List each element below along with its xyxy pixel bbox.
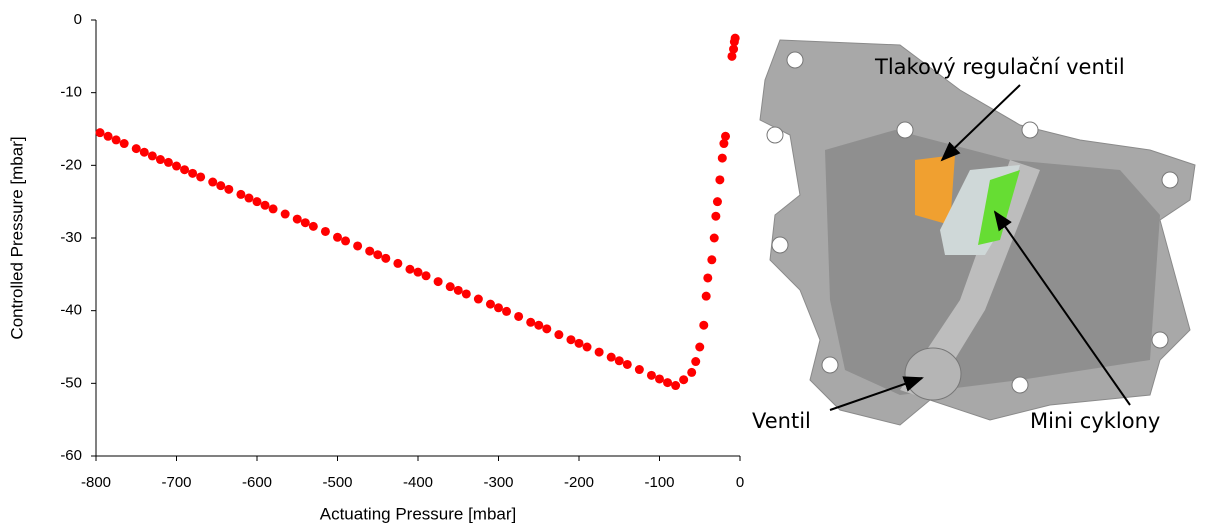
y-tick-label: -30 bbox=[60, 229, 82, 246]
point bbox=[224, 185, 233, 194]
point bbox=[434, 277, 443, 286]
y-tick-label: -10 bbox=[60, 84, 82, 101]
point bbox=[253, 197, 262, 206]
label: Tlakový regulační ventil bbox=[874, 55, 1125, 79]
y-tick-label: -60 bbox=[60, 447, 82, 464]
point bbox=[132, 144, 141, 153]
point bbox=[293, 215, 302, 224]
point bbox=[454, 286, 463, 295]
point bbox=[718, 154, 727, 163]
point bbox=[687, 368, 696, 377]
point bbox=[414, 268, 423, 277]
point bbox=[663, 378, 672, 387]
point bbox=[236, 190, 245, 199]
point bbox=[713, 197, 722, 206]
point bbox=[156, 155, 165, 164]
point bbox=[710, 234, 719, 243]
point bbox=[309, 222, 318, 231]
point bbox=[341, 236, 350, 245]
point bbox=[623, 360, 632, 369]
point bbox=[699, 321, 708, 330]
y-tick-label: 0 bbox=[74, 11, 82, 28]
point bbox=[671, 381, 680, 390]
point bbox=[494, 303, 503, 312]
point bbox=[188, 169, 197, 178]
x-tick-label: 0 bbox=[736, 474, 744, 491]
point bbox=[691, 357, 700, 366]
page: Tlakový regulační ventil Ventil Mini cyk… bbox=[0, 0, 1206, 527]
point bbox=[566, 335, 575, 344]
x-tick-label: -100 bbox=[644, 474, 674, 491]
point bbox=[112, 135, 121, 144]
point bbox=[486, 300, 495, 309]
point bbox=[542, 324, 551, 333]
x-tick-label: -500 bbox=[322, 474, 352, 491]
point bbox=[196, 172, 205, 181]
point bbox=[333, 233, 342, 242]
point bbox=[216, 181, 225, 190]
point bbox=[635, 365, 644, 374]
point bbox=[703, 273, 712, 282]
point bbox=[148, 151, 157, 160]
point bbox=[534, 321, 543, 330]
point bbox=[731, 34, 740, 43]
point bbox=[96, 128, 105, 137]
y-tick-label: -40 bbox=[60, 302, 82, 319]
x-tick-label: -400 bbox=[403, 474, 433, 491]
point bbox=[695, 343, 704, 352]
x-tick-label: -300 bbox=[483, 474, 513, 491]
point bbox=[526, 318, 535, 327]
point bbox=[261, 201, 270, 210]
point bbox=[281, 210, 290, 219]
point bbox=[707, 255, 716, 264]
point bbox=[615, 356, 624, 365]
x-axis-label: Actuating Pressure [mbar] bbox=[320, 504, 517, 523]
point bbox=[405, 265, 414, 274]
y-tick-label: -50 bbox=[60, 374, 82, 391]
point bbox=[514, 312, 523, 321]
point bbox=[595, 348, 604, 357]
point bbox=[554, 330, 563, 339]
point bbox=[711, 212, 720, 221]
point bbox=[575, 339, 584, 348]
point bbox=[104, 132, 113, 141]
point bbox=[365, 247, 374, 256]
point bbox=[393, 259, 402, 268]
point bbox=[164, 158, 173, 167]
point bbox=[172, 162, 181, 171]
point bbox=[269, 204, 278, 213]
point bbox=[422, 271, 431, 280]
point bbox=[373, 250, 382, 259]
label: Ventil bbox=[752, 409, 811, 433]
point bbox=[607, 353, 616, 362]
point bbox=[721, 132, 730, 141]
point bbox=[655, 374, 664, 383]
point bbox=[321, 227, 330, 236]
point bbox=[474, 295, 483, 304]
point bbox=[208, 178, 217, 187]
part-image bbox=[760, 40, 1195, 425]
point bbox=[462, 289, 471, 298]
x-tick-label: -700 bbox=[161, 474, 191, 491]
x-tick-label: -200 bbox=[564, 474, 594, 491]
point bbox=[647, 371, 656, 380]
point bbox=[140, 148, 149, 157]
point bbox=[446, 282, 455, 291]
y-tick-label: -20 bbox=[60, 156, 82, 173]
y-axis-label: Controlled Pressure [mbar] bbox=[7, 136, 26, 339]
point bbox=[301, 218, 310, 227]
label: Mini cyklony bbox=[1030, 409, 1160, 433]
point bbox=[702, 292, 711, 301]
point bbox=[679, 375, 688, 384]
point bbox=[583, 343, 592, 352]
x-tick-label: -800 bbox=[81, 474, 111, 491]
x-tick-label: -600 bbox=[242, 474, 272, 491]
point bbox=[180, 165, 189, 174]
point bbox=[353, 241, 362, 250]
point bbox=[244, 194, 253, 203]
point bbox=[381, 254, 390, 263]
point bbox=[120, 139, 129, 148]
point bbox=[502, 307, 511, 316]
point bbox=[715, 175, 724, 184]
